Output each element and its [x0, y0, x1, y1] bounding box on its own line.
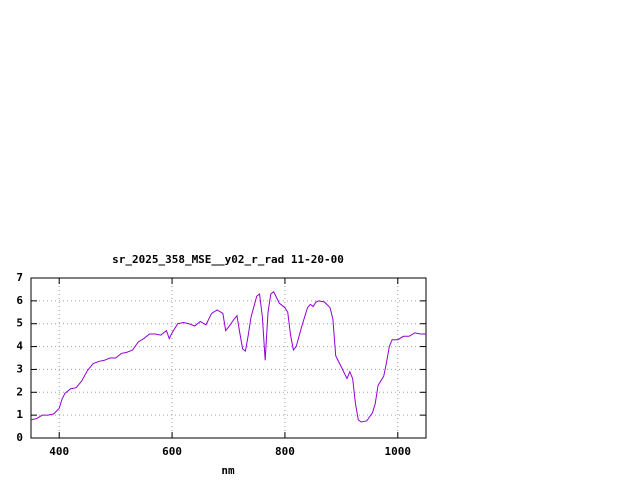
y-tick-label: 6	[16, 294, 23, 307]
y-tick-label: 4	[16, 340, 23, 353]
y-tick-label: 2	[16, 385, 23, 398]
plot-frame	[30, 277, 427, 439]
data-line	[30, 290, 426, 423]
y-tick-label: 7	[16, 271, 23, 284]
x-tick-label: 600	[162, 445, 182, 458]
y-tick-label: 1	[16, 408, 23, 421]
x-tick-label: 800	[275, 445, 295, 458]
x-tick-label: 1000	[385, 445, 412, 458]
chart-title: sr_2025_358_MSE__y02_r_rad 11-20-00	[112, 253, 344, 266]
x-axis-label: nm	[221, 464, 235, 477]
y-tick-label: 0	[16, 431, 23, 444]
y-tick-label: 3	[16, 362, 23, 375]
y-tick-label: 5	[16, 317, 23, 330]
x-tick-label: 400	[49, 445, 69, 458]
